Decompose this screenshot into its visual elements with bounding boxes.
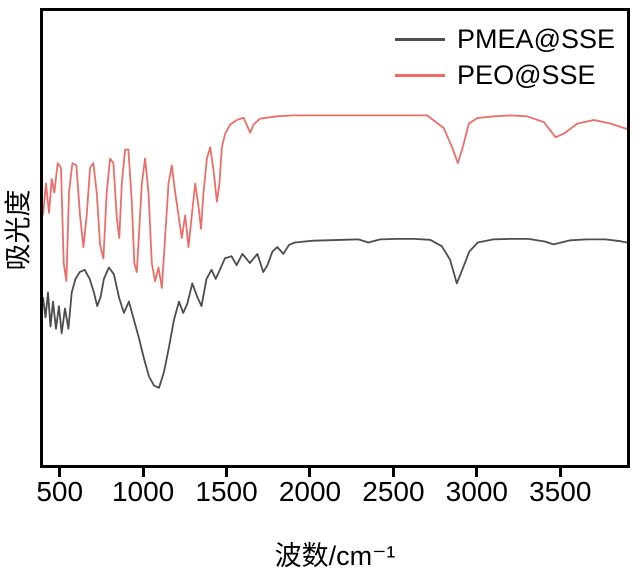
x-axis-label: 波数/cm⁻¹ bbox=[274, 541, 396, 571]
x-tick-label: 3000 bbox=[445, 476, 508, 507]
y-axis-label: 吸光度 bbox=[3, 189, 34, 271]
x-tick-mark bbox=[141, 468, 145, 477]
legend: PMEA@SSE PEO@SSE bbox=[395, 21, 615, 93]
x-tick-mark bbox=[391, 468, 395, 477]
legend-item-pmea: PMEA@SSE bbox=[395, 21, 615, 57]
x-tick-label: 1000 bbox=[111, 476, 175, 507]
series-line-pmea-sse bbox=[43, 237, 627, 389]
legend-line-peo bbox=[395, 73, 446, 77]
x-tick-label: 2500 bbox=[362, 476, 425, 507]
legend-item-peo: PEO@SSE bbox=[395, 57, 615, 93]
x-tick-mark bbox=[558, 468, 562, 477]
legend-label-pmea: PMEA@SSE bbox=[457, 23, 615, 54]
series-line-peo-sse bbox=[43, 114, 627, 289]
spectra-svg bbox=[43, 114, 627, 389]
x-tick-mark bbox=[225, 468, 229, 477]
x-tick-mark bbox=[58, 468, 62, 477]
legend-label-peo: PEO@SSE bbox=[457, 59, 596, 90]
x-tick-mark bbox=[475, 468, 479, 477]
x-tick-label: 1500 bbox=[195, 476, 258, 507]
x-tick-label: 500 bbox=[36, 476, 84, 507]
x-tick-mark bbox=[308, 468, 312, 477]
plot-area: PMEA@SSE PEO@SSE bbox=[40, 8, 630, 468]
x-tick-label: 2000 bbox=[278, 476, 342, 507]
legend-line-pmea bbox=[395, 37, 446, 41]
x-tick-label: 3500 bbox=[529, 476, 592, 507]
